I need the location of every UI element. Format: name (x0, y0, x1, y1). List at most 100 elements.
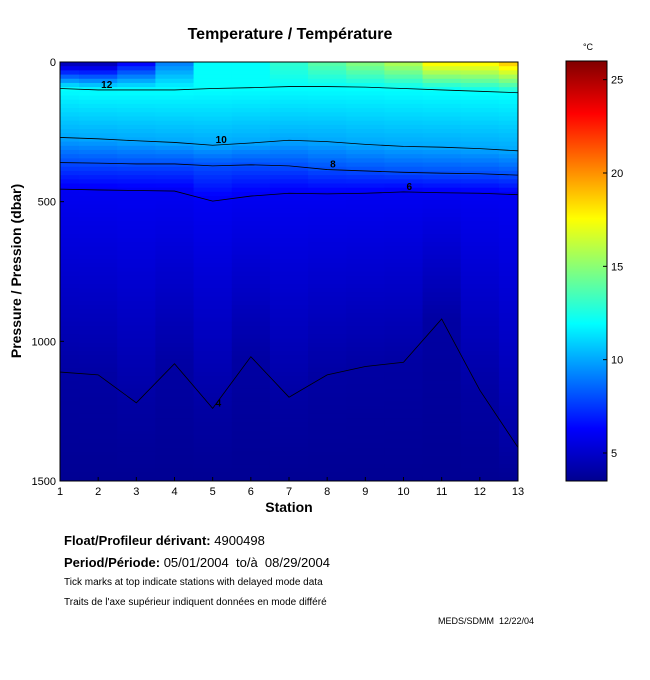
heatmap-cell (460, 158, 500, 164)
x-tick-label: 11 (436, 486, 447, 498)
heatmap-cell (269, 284, 309, 289)
heatmap-cell (60, 149, 80, 155)
heatmap-cell (269, 99, 309, 105)
heatmap-cell (422, 380, 462, 386)
heatmap-cell (193, 334, 233, 340)
heatmap-cell (346, 129, 385, 134)
heatmap-cell (384, 284, 424, 289)
heatmap-cell (117, 187, 156, 193)
heatmap-cell (231, 183, 271, 189)
heatmap-cell (498, 108, 518, 113)
heatmap-cell (79, 154, 118, 159)
heatmap-cell (308, 455, 347, 461)
heatmap-cell (308, 170, 347, 176)
heatmap-cell (422, 334, 462, 340)
heatmap-cell (193, 200, 233, 205)
heatmap-cell (384, 133, 424, 138)
heatmap-cell (60, 380, 80, 386)
heatmap-cell (60, 183, 80, 189)
heatmap-cell (460, 464, 500, 469)
colorbar-tick-label: 25 (611, 75, 623, 87)
heatmap-cell (269, 271, 309, 277)
heatmap-cell (422, 250, 462, 256)
heatmap-cell (231, 275, 271, 281)
heatmap-cell (384, 288, 424, 293)
heatmap-cell (308, 78, 347, 84)
heatmap-cell (79, 275, 118, 281)
heatmap-cell (79, 263, 118, 268)
heatmap-cell (193, 305, 233, 310)
heatmap-cell (79, 267, 118, 272)
heatmap-cell (60, 162, 80, 168)
heatmap-cell (460, 305, 500, 310)
heatmap-cell (498, 141, 518, 147)
heatmap-cell (269, 405, 309, 411)
heatmap-cell (346, 355, 385, 360)
heatmap-cell (384, 313, 424, 319)
heatmap-cell (308, 103, 347, 109)
heatmap-cell (117, 384, 156, 390)
heatmap-cell (155, 460, 195, 465)
heatmap-cell (79, 91, 118, 97)
heatmap-cell (193, 183, 233, 189)
heatmap-cell (60, 145, 80, 151)
heatmap-cell (460, 342, 500, 348)
heatmap-cell (60, 62, 80, 67)
heatmap-cell (460, 439, 500, 444)
heatmap-cell (117, 422, 156, 428)
heatmap-cell (422, 351, 462, 356)
heatmap-cell (498, 170, 518, 176)
heatmap-cell (60, 476, 80, 481)
heatmap-cell (79, 124, 118, 130)
heatmap-cell (60, 317, 80, 323)
heatmap-cell (498, 292, 518, 298)
heatmap-cell (308, 250, 347, 256)
heatmap-cell (269, 183, 309, 189)
heatmap-cell (155, 267, 195, 272)
heatmap-cell (231, 363, 271, 369)
heatmap-cell (460, 166, 500, 172)
heatmap-cell (308, 309, 347, 314)
heatmap-cell (60, 325, 80, 331)
heatmap-cell (269, 70, 309, 76)
y-tick-label: 1000 (32, 336, 56, 348)
heatmap-cell (231, 460, 271, 465)
heatmap-cell (269, 439, 309, 444)
heatmap-cell (193, 137, 233, 143)
heatmap-cell (79, 242, 118, 247)
heatmap-cell (422, 166, 462, 172)
heatmap-cell (384, 397, 424, 402)
heatmap-cell (384, 338, 424, 344)
heatmap-cell (117, 351, 156, 356)
heatmap-cell (117, 447, 156, 453)
heatmap-cell (422, 346, 462, 352)
heatmap-cell (269, 372, 309, 377)
heatmap-cell (117, 95, 156, 101)
heatmap-cell (422, 384, 462, 390)
heatmap-cell (346, 217, 385, 222)
heatmap-cell (155, 325, 195, 331)
heatmap-cell (384, 321, 424, 327)
heatmap-cell (422, 418, 462, 423)
heatmap-cell (498, 275, 518, 281)
heatmap-cell (117, 338, 156, 344)
heatmap-cell (308, 124, 347, 130)
heatmap-cell (60, 334, 80, 340)
heatmap-cell (422, 296, 462, 302)
heatmap-cell (498, 476, 518, 481)
heatmap-cell (79, 284, 118, 289)
heatmap-cell (269, 233, 309, 239)
heatmap-cell (346, 384, 385, 390)
heatmap-cell (269, 359, 309, 365)
heatmap-cell (79, 70, 118, 76)
heatmap-cell (308, 464, 347, 469)
heatmap-cell (269, 330, 309, 335)
heatmap-cell (460, 62, 500, 67)
contour-line-10 (60, 137, 518, 152)
heatmap-cell (269, 321, 309, 327)
heatmap-cell (117, 397, 156, 402)
heatmap-cell (422, 133, 462, 138)
heatmap-cell (498, 305, 518, 310)
heatmap-cell (269, 434, 309, 440)
heatmap-cell (79, 334, 118, 340)
